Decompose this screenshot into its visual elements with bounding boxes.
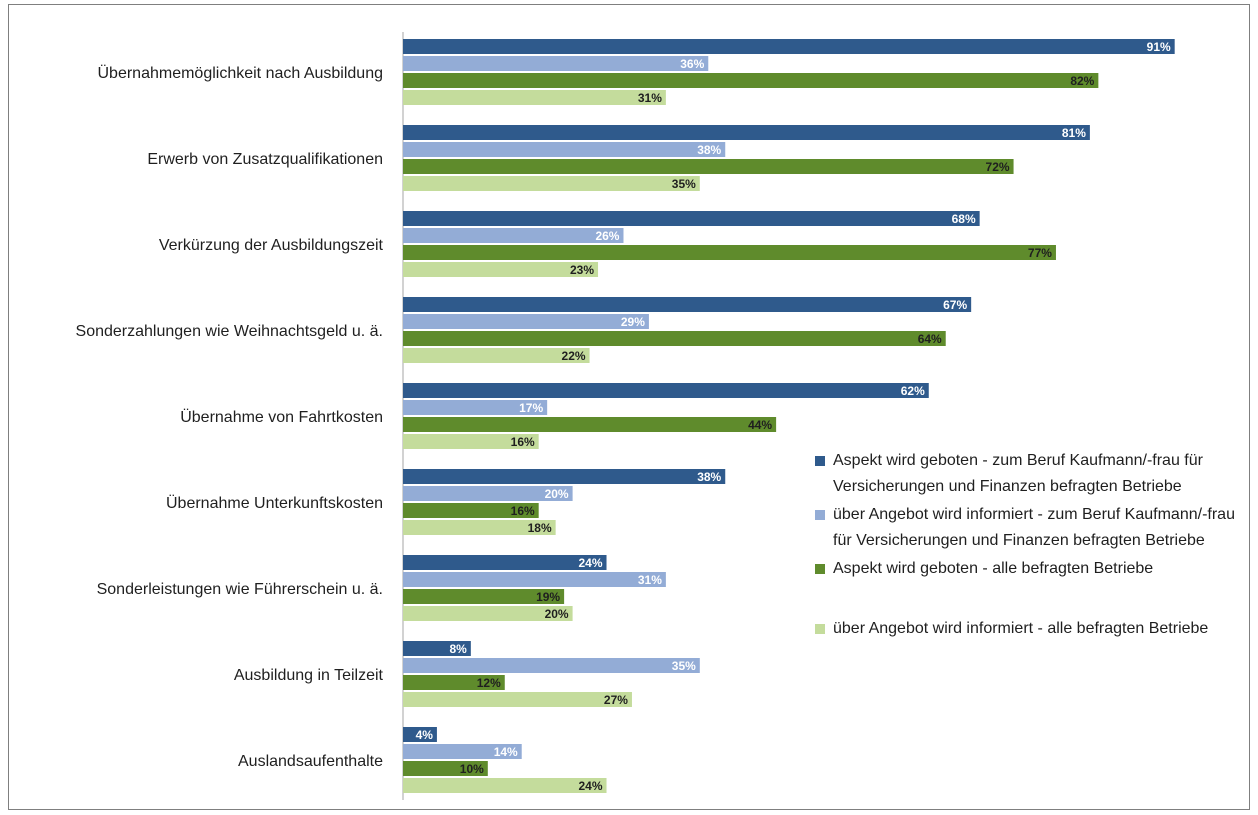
- bar: [403, 314, 649, 329]
- data-label: 18%: [528, 521, 552, 535]
- bar: [403, 486, 573, 501]
- data-label: 10%: [460, 762, 484, 776]
- data-label: 38%: [697, 470, 721, 484]
- data-label: 20%: [545, 607, 569, 621]
- bar: [403, 727, 437, 742]
- bar: [403, 125, 1090, 140]
- bar: [403, 692, 632, 707]
- bar: [403, 520, 556, 535]
- data-label: 31%: [638, 91, 662, 105]
- data-label: 12%: [477, 676, 501, 690]
- bar: [403, 417, 777, 432]
- category-label: Ausbildung in Teilzeit: [234, 667, 384, 684]
- bar: [403, 348, 590, 363]
- bar: [403, 211, 980, 226]
- data-label: 35%: [672, 177, 696, 191]
- category-label: Erwerb von Zusatzqualifikationen: [147, 151, 383, 168]
- category-label: Auslandsaufenthalte: [238, 753, 383, 770]
- bar: [403, 383, 929, 398]
- data-label: 14%: [494, 745, 518, 759]
- data-label: 17%: [519, 401, 543, 415]
- data-label: 8%: [449, 642, 467, 656]
- category-labels: Übernahmemöglichkeit nach Ausbildung Erwe…: [76, 64, 384, 770]
- bar: [403, 555, 607, 570]
- legend-label-series-4: über Angebot wird informiert - alle befr…: [833, 620, 1209, 637]
- data-label: 24%: [578, 779, 602, 793]
- bar: [403, 56, 709, 71]
- data-label: 64%: [918, 332, 942, 346]
- bar: [403, 159, 1014, 174]
- category-label: Übernahme von Fahrtkosten: [180, 408, 383, 426]
- bar: [403, 778, 607, 793]
- bar: [403, 228, 624, 243]
- legend-swatch-series-1: [815, 456, 825, 466]
- bar: [403, 245, 1056, 260]
- legend-label-series-2: über Angebot wird informiert - zum Beruf…: [833, 506, 1235, 549]
- bar: [403, 606, 573, 621]
- legend-item-series-1: Aspekt wird geboten - zum Beruf Kaufmann…: [815, 448, 1235, 500]
- legend-swatch-series-3: [815, 564, 825, 574]
- bar: [403, 744, 522, 759]
- legend-label-series-1: Aspekt wird geboten - zum Beruf Kaufmann…: [833, 452, 1203, 495]
- data-label: 38%: [697, 143, 721, 157]
- category-label: Sonderleistungen wie Führerschein u. ä.: [97, 581, 383, 598]
- bar: [403, 39, 1175, 54]
- bar: [403, 142, 726, 157]
- data-label: 44%: [748, 418, 772, 432]
- bar: [403, 641, 471, 656]
- data-label: 82%: [1070, 74, 1094, 88]
- data-label: 81%: [1062, 126, 1086, 140]
- legend-item-series-4: über Angebot wird informiert - alle befr…: [815, 616, 1235, 642]
- category-label: Verkürzung der Ausbildungszeit: [159, 237, 384, 254]
- data-label: 35%: [672, 659, 696, 673]
- data-label: 16%: [511, 504, 535, 518]
- data-label: 16%: [511, 435, 535, 449]
- data-label: 31%: [638, 573, 662, 587]
- bars-layer: 91% 36% 82% 31% 81% 38% 72% 35% 68% 26% 77% 23% 67% 2…: [403, 39, 1175, 793]
- legend-label-series-3: Aspekt wird geboten - alle befragten Bet…: [833, 560, 1154, 577]
- bar: [403, 434, 539, 449]
- bar: [403, 572, 666, 587]
- data-label: 77%: [1028, 246, 1052, 260]
- data-label: 27%: [604, 693, 628, 707]
- bar: [403, 675, 505, 690]
- bar: [403, 589, 565, 604]
- data-label: 23%: [570, 263, 594, 277]
- legend: Aspekt wird geboten - zum Beruf Kaufmann…: [815, 448, 1235, 642]
- legend-swatch-series-2: [815, 510, 825, 520]
- category-label: Sonderzahlungen wie Weihnachtsgeld u. ä.: [76, 323, 383, 340]
- data-label: 24%: [578, 556, 602, 570]
- data-label: 22%: [562, 349, 586, 363]
- legend-swatch-series-4: [815, 624, 825, 634]
- data-label: 20%: [545, 487, 569, 501]
- data-label: 4%: [416, 728, 434, 742]
- bar: [403, 73, 1099, 88]
- data-label: 68%: [952, 212, 976, 226]
- legend-item-series-3: Aspekt wird geboten - alle befragten Bet…: [815, 556, 1235, 582]
- legend-item-series-2: über Angebot wird informiert - zum Beruf…: [815, 502, 1235, 554]
- data-label: 67%: [943, 298, 967, 312]
- category-label: Übernahmemöglichkeit nach Ausbildung: [97, 64, 383, 82]
- data-label: 91%: [1147, 40, 1171, 54]
- bar: [403, 400, 548, 415]
- data-label: 26%: [595, 229, 619, 243]
- data-label: 62%: [901, 384, 925, 398]
- bar: [403, 503, 539, 518]
- bar: [403, 658, 700, 673]
- bar: [403, 297, 972, 312]
- data-label: 72%: [986, 160, 1010, 174]
- bar: [403, 469, 726, 484]
- bar: [403, 761, 488, 776]
- bar: [403, 262, 599, 277]
- bar: [403, 331, 946, 346]
- data-label: 29%: [621, 315, 645, 329]
- bar: [403, 90, 666, 105]
- data-label: 36%: [680, 57, 704, 71]
- category-label: Übernahme Unterkunftskosten: [166, 494, 383, 512]
- bar: [403, 176, 700, 191]
- data-label: 19%: [536, 590, 560, 604]
